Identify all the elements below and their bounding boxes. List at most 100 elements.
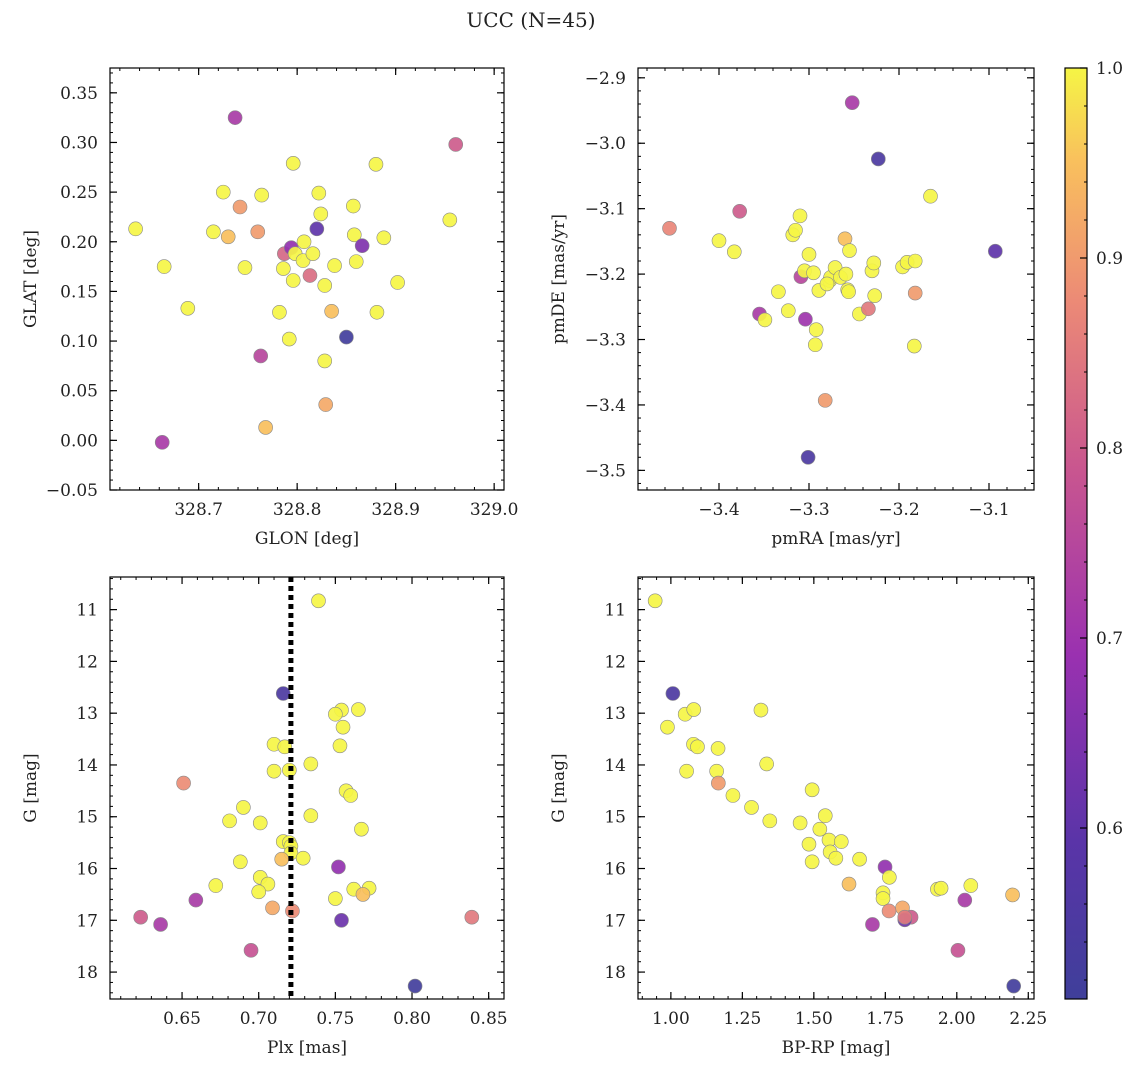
x-axis-label: Plx [mas] — [267, 1038, 347, 1058]
scatter-point — [442, 212, 458, 228]
y-tick-label: −0.05 — [46, 481, 98, 501]
scatter-point — [679, 763, 694, 779]
scatter-point — [1006, 978, 1021, 994]
plot-frame — [109, 67, 505, 491]
scatter-point — [376, 230, 392, 246]
scatter-point — [662, 220, 677, 236]
plot-frame — [637, 576, 1035, 1000]
scatter-point — [711, 775, 726, 791]
scatter-point — [464, 909, 480, 925]
colorbar-tick-label: 1.0 — [1096, 59, 1123, 79]
y-tick-label: 13 — [604, 704, 626, 724]
figure-title: UCC (N=45) — [466, 8, 595, 32]
scatter-point — [252, 815, 268, 831]
scatter-point — [866, 255, 882, 271]
scatter-point — [448, 137, 464, 152]
scatter-point — [281, 331, 297, 347]
scatter-point — [762, 813, 778, 829]
scatter-point — [660, 719, 675, 735]
colorbar: 0.6 0.7 0.8 0.9 1.0 — [1064, 59, 1123, 1000]
scatter-point — [757, 312, 773, 328]
scatter-point — [180, 300, 196, 316]
scatter-point — [870, 151, 886, 167]
scatter-point — [227, 110, 243, 125]
scatter-point — [305, 246, 321, 261]
y-tick-label: 18 — [604, 963, 626, 983]
scatter-point — [332, 738, 348, 754]
scatter-point — [788, 222, 803, 238]
scatter-point — [153, 917, 168, 932]
x-tick-label: 1.00 — [652, 1009, 690, 1029]
x-tick-label: 2.25 — [1009, 1009, 1047, 1029]
scatter-point — [957, 892, 973, 908]
scatter-point — [368, 157, 384, 172]
x-tick-label: 1.25 — [723, 1009, 761, 1029]
scatter-point — [276, 261, 291, 276]
colorbar-tick-label: 0.6 — [1096, 819, 1123, 839]
scatter-point — [792, 815, 808, 831]
scatter-point — [311, 593, 326, 609]
scatter-point — [841, 876, 857, 892]
scatter-point — [128, 221, 143, 237]
y-tick-label: −3.3 — [585, 331, 626, 351]
scatter-point — [753, 702, 769, 718]
y-tick-label: −3.2 — [585, 265, 626, 285]
scatter-point — [343, 788, 358, 803]
scatter-point — [833, 834, 849, 849]
y-tick-label: 0.35 — [60, 84, 98, 104]
y-tick-label: 16 — [604, 860, 626, 880]
scatter-point — [817, 393, 833, 408]
scatter-point — [328, 891, 343, 906]
y-tick-label: −3.0 — [585, 134, 626, 154]
y-tick-label: 0.10 — [60, 332, 98, 352]
scatter-point — [318, 397, 334, 412]
scatter-point — [335, 719, 351, 735]
scatter-point — [963, 878, 979, 893]
y-axis-label: pmDE [mas/yr] — [549, 214, 569, 344]
scatter-point — [812, 821, 828, 837]
y-tick-label: 0.05 — [60, 382, 98, 402]
scatter-point — [265, 900, 280, 916]
scatter-point — [317, 278, 333, 293]
colorbar-tick-label: 0.8 — [1096, 439, 1123, 459]
scatter-point — [987, 243, 1003, 259]
y-tick-label: 11 — [604, 601, 626, 621]
scatter-point — [407, 978, 423, 994]
x-tick-label: 0.85 — [470, 1009, 508, 1029]
scatter-point — [844, 95, 860, 110]
y-axis-label: G [mag] — [549, 753, 569, 822]
scatter-point — [725, 788, 741, 803]
x-tick-label: 328.9 — [371, 500, 420, 520]
scatter-point — [355, 887, 371, 902]
y-tick-label: −3.1 — [585, 200, 626, 220]
scatter-point — [800, 449, 816, 465]
scatter-point — [907, 285, 923, 301]
y-tick-label: 13 — [76, 704, 98, 724]
y-tick-label: 0.25 — [60, 183, 98, 203]
scatter-point — [317, 353, 333, 369]
scatter-point — [133, 909, 148, 925]
y-tick-label: −2.9 — [585, 69, 626, 89]
scatter-point — [334, 912, 349, 928]
colorbar-tick-label: 0.7 — [1096, 629, 1123, 649]
scatter-point — [806, 265, 821, 281]
scatter-point — [897, 909, 913, 925]
y-axis-label: GLAT [deg] — [21, 230, 41, 328]
scatter-point — [828, 850, 844, 866]
scatter-point — [923, 188, 938, 204]
scatter-point — [771, 284, 786, 300]
y-tick-label: 17 — [76, 911, 98, 931]
scatter-point — [817, 808, 833, 824]
scatter-point — [208, 878, 224, 893]
scatter-point — [852, 851, 867, 867]
y-tick-label: 14 — [76, 756, 98, 776]
x-axis-label: BP-RP [mag] — [782, 1038, 891, 1058]
x-tick-label: −3.2 — [878, 500, 919, 520]
scatter-point — [346, 227, 362, 243]
x-tick-label: 329.0 — [470, 500, 519, 520]
scatter-point — [861, 301, 876, 317]
scatter-point — [875, 891, 891, 906]
scatter-point — [266, 763, 282, 779]
y-tick-label: 0.15 — [60, 282, 98, 302]
